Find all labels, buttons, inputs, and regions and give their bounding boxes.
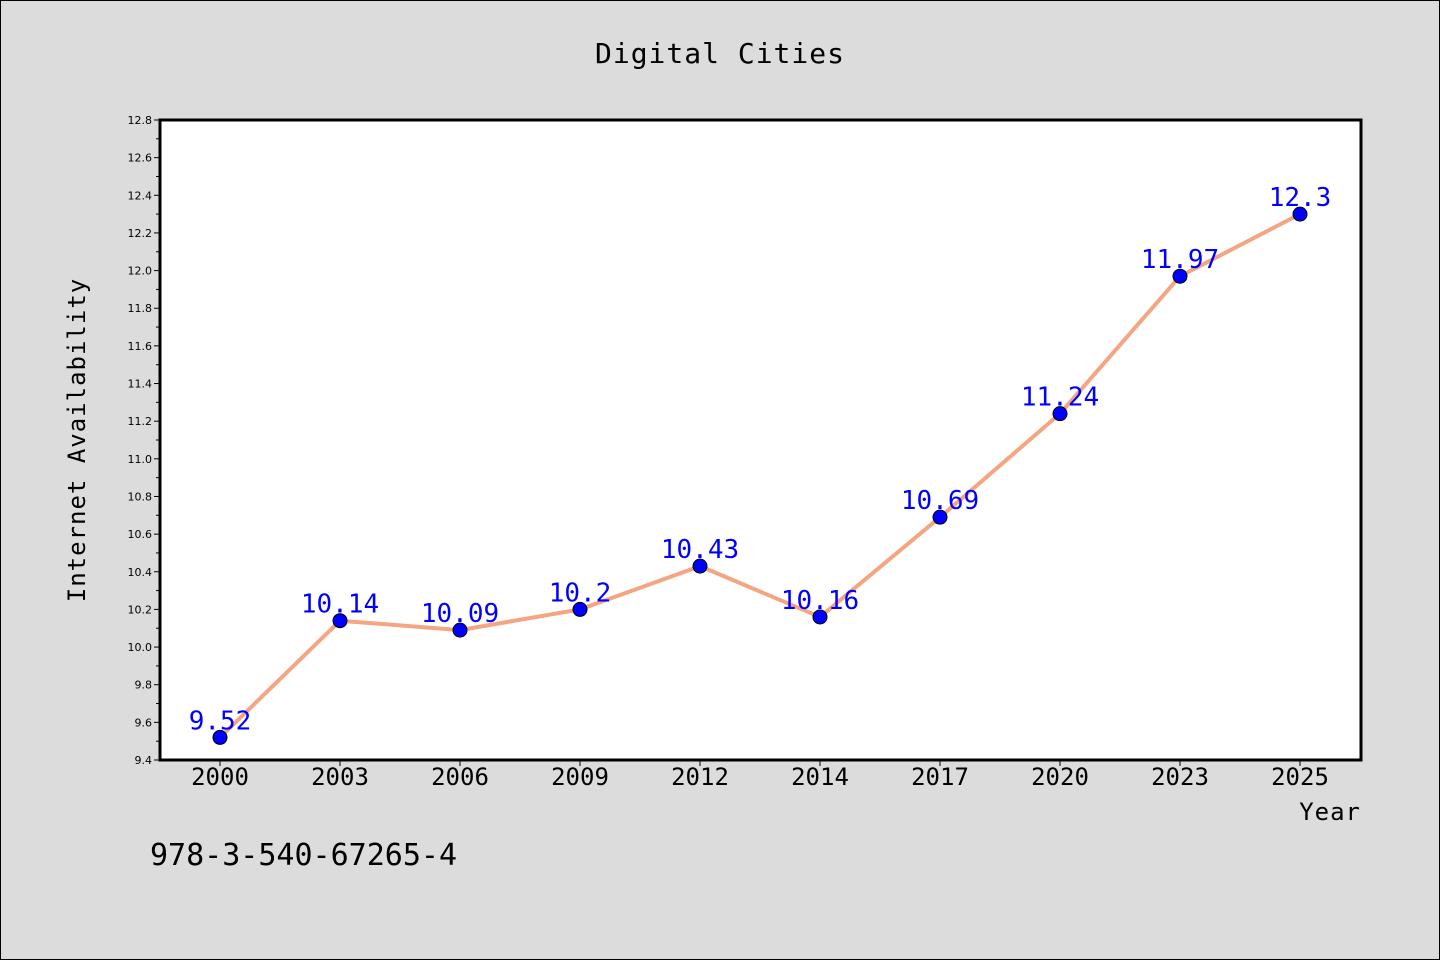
data-point xyxy=(692,558,708,574)
data-label: 11.97 xyxy=(1141,245,1219,275)
y-axis: 9.4 9.6 9.8 10.0 10.2 10.4 10.6 10.8 11.0 11.2 11.… xyxy=(128,114,160,767)
data-point xyxy=(1052,406,1068,422)
y-tick-label: 12.0 xyxy=(128,265,153,278)
x-tick-label: 2000 xyxy=(191,763,249,791)
data-label: 12.3 xyxy=(1269,183,1332,213)
x-tick-label: 2003 xyxy=(311,763,369,791)
y-tick-label: 11.0 xyxy=(128,453,153,466)
y-tick-label: 12.4 xyxy=(128,189,153,202)
data-label: 9.52 xyxy=(189,706,252,736)
footnote: 978-3-540-67265-4 xyxy=(150,838,457,873)
data-point xyxy=(452,622,468,638)
data-label: 10.16 xyxy=(781,586,859,616)
y-tick-label: 9.4 xyxy=(135,754,153,767)
y-tick-label: 11.4 xyxy=(128,378,153,391)
y-axis-label: Internet Availability xyxy=(63,278,91,602)
y-tick-label: 9.8 xyxy=(135,679,153,692)
y-tick-label: 12.8 xyxy=(128,114,153,127)
y-tick-label: 10.0 xyxy=(128,641,153,654)
y-tick-label: 10.6 xyxy=(128,528,153,541)
chart-title: Digital Cities xyxy=(595,37,845,70)
series-line xyxy=(218,212,1301,739)
plot-area xyxy=(158,118,1363,762)
x-axis-label: Year xyxy=(1299,798,1361,826)
x-axis: 2000 2003 2006 2009 2012 2014 2017 2020 2023 2025 xyxy=(191,760,1329,791)
x-tick-label: 2020 xyxy=(1031,763,1089,791)
data-label: 10.43 xyxy=(661,535,739,565)
series-group xyxy=(212,206,1308,745)
y-tick-label: 10.8 xyxy=(128,490,153,503)
y-tick-label: 10.4 xyxy=(128,566,153,579)
y-tick-label: 11.6 xyxy=(128,340,153,353)
x-tick-label: 2006 xyxy=(431,763,489,791)
data-point xyxy=(212,729,228,745)
data-point xyxy=(572,601,588,617)
data-point xyxy=(1292,206,1308,222)
data-point xyxy=(332,613,348,629)
data-point xyxy=(932,509,948,525)
x-tick-label: 2009 xyxy=(551,763,609,791)
x-tick-label: 2014 xyxy=(791,763,849,791)
y-tick-label: 12.2 xyxy=(128,227,153,240)
y-tick-label: 12.6 xyxy=(128,152,153,165)
y-tick-label: 11.8 xyxy=(128,302,153,315)
data-point xyxy=(1172,268,1188,284)
data-label: 10.14 xyxy=(301,590,379,620)
y-tick-label: 11.2 xyxy=(128,415,153,428)
data-label: 11.24 xyxy=(1021,383,1099,413)
x-tick-label: 2025 xyxy=(1271,763,1329,791)
data-label: 10.09 xyxy=(421,599,499,629)
y-tick-label: 10.2 xyxy=(128,603,153,616)
data-label: 10.2 xyxy=(549,578,612,608)
data-label: 10.69 xyxy=(901,486,979,516)
x-tick-label: 2012 xyxy=(671,763,729,791)
x-tick-label: 2017 xyxy=(911,763,969,791)
x-tick-label: 2023 xyxy=(1151,763,1209,791)
data-labels: 9.52 10.14 10.09 10.2 10.43 10.16 10.69 11.24 11… xyxy=(189,183,1332,736)
data-point xyxy=(812,609,828,625)
y-tick-label: 9.6 xyxy=(135,716,153,729)
